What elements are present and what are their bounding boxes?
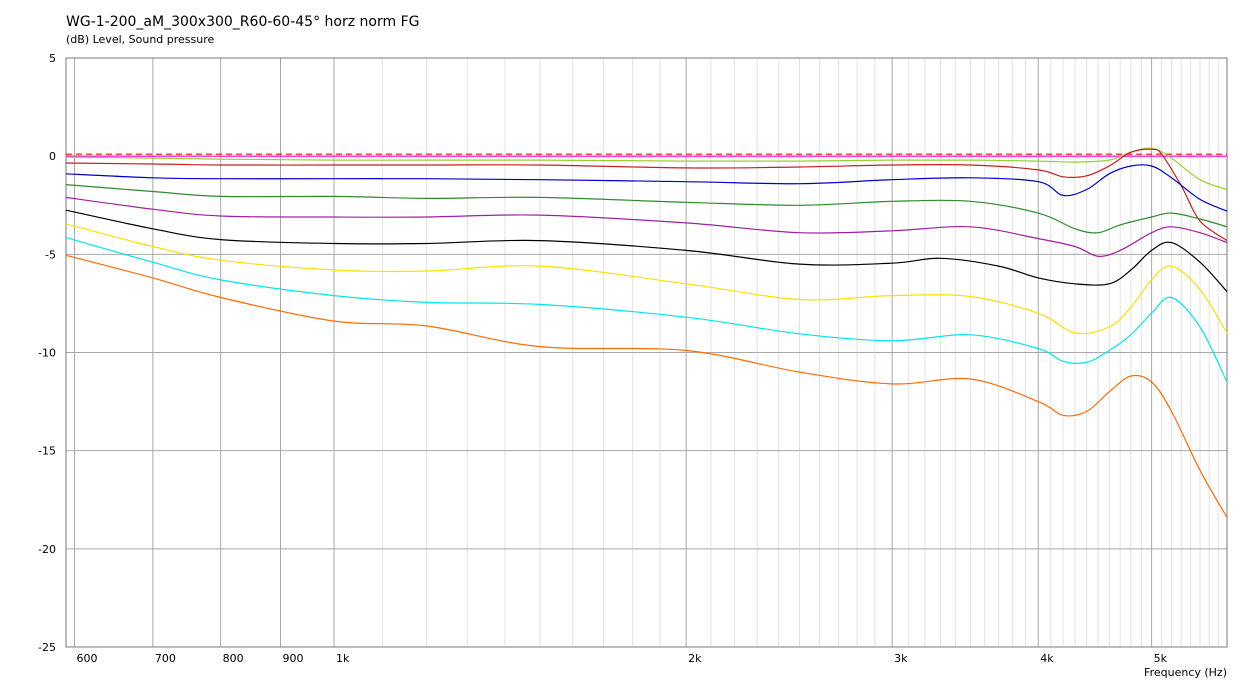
x-tick-label: 3k xyxy=(894,652,908,665)
series-line xyxy=(65,148,1228,242)
y-tick-label: 0 xyxy=(49,150,56,163)
x-axis-label: Frequency (Hz) xyxy=(1144,666,1227,679)
chart-title: WG-1-200_aM_300x300_R60-60-45° horz norm… xyxy=(66,14,420,30)
tick-labels: 600 700 800 900 1k 2k 3k 4k 5k 5 0 -5 -10 -15 -20 -25 xyxy=(38,52,1168,665)
x-tick-label: 5k xyxy=(1154,652,1168,665)
x-tick-label: 4k xyxy=(1040,652,1054,665)
series-line xyxy=(65,223,1228,335)
x-tick-label: 700 xyxy=(155,652,176,665)
series-line xyxy=(65,254,1228,518)
series-group xyxy=(65,147,1228,518)
y-tick-label: -5 xyxy=(45,248,56,261)
y-axis-label: (dB) Level, Sound pressure xyxy=(66,33,215,46)
x-tick-label: 600 xyxy=(77,652,98,665)
series-line xyxy=(65,184,1228,234)
series-line xyxy=(65,196,1228,258)
x-tick-label: 900 xyxy=(283,652,304,665)
series-line xyxy=(65,237,1228,383)
x-tick-label: 1k xyxy=(336,652,350,665)
x-tick-label: 2k xyxy=(688,652,702,665)
y-tick-label: -15 xyxy=(38,445,56,458)
series-line xyxy=(65,147,1228,191)
series-line xyxy=(65,164,1228,212)
plot-frame xyxy=(65,57,1228,648)
y-tick-label: -10 xyxy=(38,347,56,360)
y-tick-label: 5 xyxy=(49,52,56,65)
series-line xyxy=(65,209,1228,293)
x-tick-label: 800 xyxy=(223,652,244,665)
grid xyxy=(65,57,1228,648)
y-tick-label: -25 xyxy=(38,641,56,654)
y-tick-label: -20 xyxy=(38,543,56,556)
